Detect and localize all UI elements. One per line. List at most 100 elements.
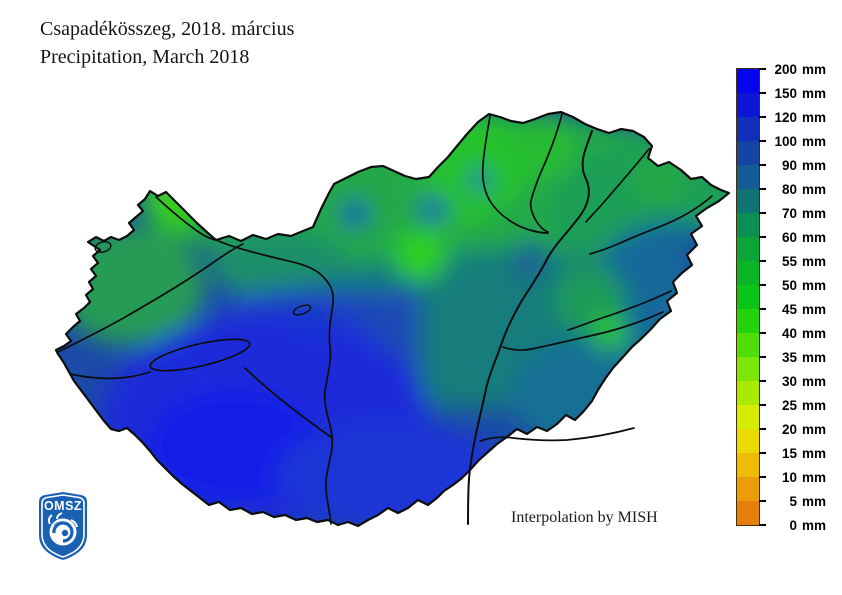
- legend-value: 45: [781, 301, 797, 317]
- legend-segment: [737, 261, 759, 285]
- legend-tick: [759, 236, 766, 238]
- legend-tick: [759, 452, 766, 454]
- legend-unit: mm: [802, 61, 827, 77]
- legend-entry: 20 mm: [759, 421, 826, 437]
- legend-segment: [737, 381, 759, 405]
- legend-entry: 90 mm: [759, 157, 826, 173]
- lake-balaton: [149, 338, 251, 372]
- legend-unit: mm: [802, 325, 827, 341]
- legend-tick: [759, 188, 766, 190]
- legend-unit: mm: [802, 421, 827, 437]
- legend-value: 200: [774, 61, 797, 77]
- river-sio: [244, 367, 332, 438]
- legend-tick: [759, 308, 766, 310]
- legend-unit: mm: [802, 229, 827, 245]
- legend-value: 30: [781, 373, 797, 389]
- lake-velence: [292, 304, 312, 316]
- legend-entry: 10 mm: [759, 469, 826, 485]
- legend-value: 100: [774, 133, 797, 149]
- river-zala: [69, 371, 151, 380]
- legend-value: 25: [781, 397, 797, 413]
- legend-segment: [737, 93, 759, 117]
- river-szamos: [589, 195, 713, 255]
- legend-value: 120: [774, 109, 797, 125]
- legend-segment: [737, 237, 759, 261]
- legend-segment: [737, 453, 759, 477]
- legend-segment: [737, 429, 759, 453]
- legend-value: 90: [781, 157, 797, 173]
- legend-tick: [759, 332, 766, 334]
- legend-unit: mm: [802, 109, 827, 125]
- legend-value: 20: [781, 421, 797, 437]
- legend-entry: 70 mm: [759, 205, 826, 221]
- legend-value: 0: [789, 517, 797, 533]
- title-hungarian: Csapadékösszeg, 2018. március: [40, 18, 295, 40]
- precipitation-field: [56, 112, 729, 526]
- legend-unit: mm: [802, 445, 827, 461]
- legend-unit: mm: [802, 157, 827, 173]
- legend-tick: [759, 116, 766, 118]
- legend-value: 15: [781, 445, 797, 461]
- legend-segment: [737, 213, 759, 237]
- legend-segment: [737, 477, 759, 501]
- legend-unit: mm: [802, 493, 827, 509]
- logo-text: OMSZ: [44, 499, 82, 513]
- legend-entry: 50 mm: [759, 277, 826, 293]
- legend-tick: [759, 356, 766, 358]
- legend-tick: [759, 524, 766, 526]
- legend-value: 70: [781, 205, 797, 221]
- legend-segment: [737, 189, 759, 213]
- legend-tick: [759, 140, 766, 142]
- legend-entry: 45 mm: [759, 301, 826, 317]
- legend-segment: [737, 333, 759, 357]
- logo-swirl: [47, 512, 78, 546]
- legend-tick: [759, 260, 766, 262]
- page-title: Csapadékösszeg, 2018. március Precipitat…: [40, 16, 294, 71]
- logo-inner-ring: [41, 494, 85, 558]
- legend-unit: mm: [802, 277, 827, 293]
- legend-unit: mm: [802, 349, 827, 365]
- legend-unit: mm: [802, 205, 827, 221]
- legend-segment: [737, 405, 759, 429]
- legend-value: 40: [781, 325, 797, 341]
- legend-tick: [759, 476, 766, 478]
- legend-entry: 80 mm: [759, 181, 826, 197]
- legend-tick: [759, 284, 766, 286]
- legend-entry: 60 mm: [759, 229, 826, 245]
- legend-tick: [759, 428, 766, 430]
- legend-unit: mm: [802, 133, 827, 149]
- river-hernad: [529, 113, 563, 233]
- legend-tick: [759, 68, 766, 70]
- legend-tick: [759, 212, 766, 214]
- rivers-layer: [57, 113, 713, 525]
- legend-value: 5: [789, 493, 797, 509]
- river-koros: [502, 311, 664, 351]
- legend-unit: mm: [802, 373, 827, 389]
- legend-entry: 150 mm: [759, 85, 826, 101]
- legend-value: 55: [781, 253, 797, 269]
- legend-tick: [759, 500, 766, 502]
- legend-segment: [737, 165, 759, 189]
- legend-segment: [737, 285, 759, 309]
- legend-entry: 30 mm: [759, 373, 826, 389]
- omsz-logo: OMSZ: [39, 492, 87, 560]
- legend-segment: [737, 357, 759, 381]
- lake-ferto: [94, 241, 112, 253]
- legend-unit: mm: [802, 517, 827, 533]
- river-tisza: [467, 130, 593, 525]
- legend-segment: [737, 141, 759, 165]
- legend-entry: 100 mm: [759, 133, 826, 149]
- legend-value: 50: [781, 277, 797, 293]
- legend-value: 80: [781, 181, 797, 197]
- river-danube: [215, 239, 335, 525]
- legend-entry: 120 mm: [759, 109, 826, 125]
- legend-entry: 40 mm: [759, 325, 826, 341]
- legend-tick: [759, 164, 766, 166]
- legend-tick: [759, 92, 766, 94]
- legend-entry: 5 mm: [759, 493, 826, 509]
- legend-entry: 0 mm: [759, 517, 826, 533]
- country-border-hungary: [54, 110, 731, 528]
- legend-value: 60: [781, 229, 797, 245]
- legend-entry: 55 mm: [759, 253, 826, 269]
